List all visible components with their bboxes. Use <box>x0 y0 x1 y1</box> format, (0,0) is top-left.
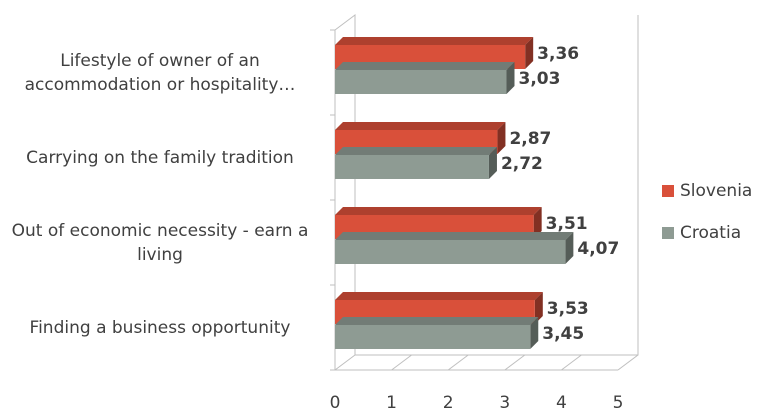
bar-top <box>335 122 506 130</box>
legend-label: Slovenia <box>680 181 752 201</box>
bar-top <box>335 62 515 70</box>
legend-swatch <box>662 227 674 239</box>
value-label: 3,36 <box>537 44 579 64</box>
category-label: Finding a business opportunity <box>29 317 291 338</box>
category-label: Carrying on the family tradition <box>26 147 294 168</box>
bar-front <box>335 70 507 94</box>
grid-line <box>391 354 412 371</box>
bar <box>335 147 497 179</box>
grid-line <box>561 354 582 371</box>
category-label: Out of economic necessity - earn a livin… <box>11 220 309 265</box>
bar-top <box>335 207 542 215</box>
bar-side <box>488 147 497 179</box>
grid-line <box>447 354 469 371</box>
legend-label: Croatia <box>680 223 741 243</box>
bar-side <box>506 62 515 94</box>
bar-top <box>335 317 539 325</box>
bar-top <box>335 147 497 155</box>
x-tick-label: 4 <box>556 393 567 412</box>
value-label: 2,87 <box>509 129 551 149</box>
x-tick-label: 3 <box>499 393 510 412</box>
bar-top <box>335 232 574 240</box>
bar-side <box>530 317 539 349</box>
legend-swatch <box>662 185 674 197</box>
x-tick-label: 0 <box>330 393 341 412</box>
bar-side <box>525 37 534 69</box>
bar-side <box>533 207 542 239</box>
value-label: 3,45 <box>542 324 584 344</box>
bar <box>335 232 574 264</box>
bar-side <box>565 232 574 264</box>
value-label: 4,07 <box>577 239 619 259</box>
x-tick-label: 5 <box>613 393 624 412</box>
bar-side <box>497 122 506 154</box>
category-label: Lifestyle of owner of an accommodation o… <box>24 50 296 95</box>
bar-front <box>335 325 531 349</box>
value-label: 3,03 <box>518 69 560 89</box>
value-label: 2,72 <box>501 154 543 174</box>
bar-side <box>534 292 543 324</box>
value-label: 3,53 <box>547 299 589 319</box>
bar-top <box>335 37 534 45</box>
x-tick-label: 1 <box>386 393 397 412</box>
grid-line <box>334 354 356 371</box>
bar-front <box>335 155 489 179</box>
x-tick-label: 2 <box>443 393 454 412</box>
bar <box>335 317 539 349</box>
grid-line <box>504 354 526 371</box>
bar-top <box>335 292 543 300</box>
bar-front <box>335 240 566 264</box>
value-label: 3,51 <box>546 214 588 234</box>
bar <box>335 62 515 94</box>
grid-line <box>617 354 639 371</box>
